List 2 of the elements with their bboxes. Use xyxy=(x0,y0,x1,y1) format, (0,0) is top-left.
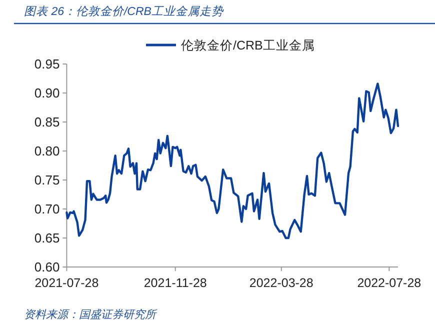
annotation: 资料来源：国盛证券研究所 xyxy=(24,309,156,321)
title: 图表 26：伦敦金价/CRB工业金属走势 xyxy=(24,6,224,18)
